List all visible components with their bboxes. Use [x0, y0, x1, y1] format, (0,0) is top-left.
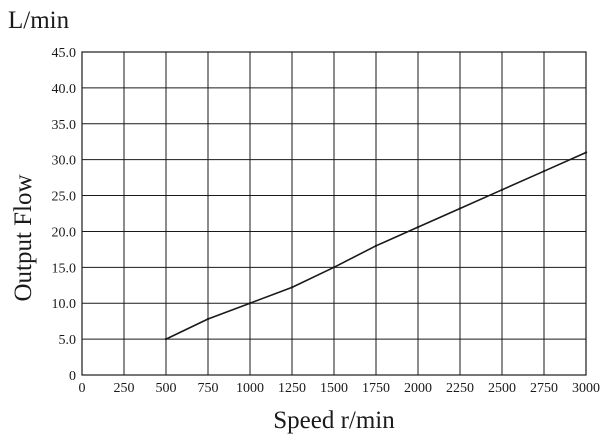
tick-labels: 0 250 500 750 1000 1250 1500 1750 2000 2250 2500 27… [52, 46, 601, 396]
data-point [542, 169, 546, 173]
series-layer [164, 151, 588, 341]
x-tick-label: 1000 [236, 381, 264, 396]
y-tick-label: 20.0 [52, 225, 77, 240]
data-point [206, 317, 210, 321]
y-tick-label: 0 [69, 369, 76, 384]
y-tick-label: 30.0 [52, 154, 77, 169]
x-tick-label: 2250 [446, 381, 474, 396]
y-tick-label: 35.0 [52, 118, 77, 133]
x-tick-label: 2500 [488, 381, 516, 396]
x-tick-label: 1250 [278, 381, 306, 396]
y-tick-label: 45.0 [52, 46, 77, 61]
x-tick-label: 2750 [530, 381, 558, 396]
y-unit-label: L/min [8, 7, 70, 34]
grid [82, 52, 586, 375]
x-tick-label: 1750 [362, 381, 390, 396]
x-tick-label: 750 [198, 381, 219, 396]
y-tick-label: 15.0 [52, 261, 77, 276]
data-point [500, 188, 504, 192]
y-tick-label: 25.0 [52, 190, 77, 205]
data-point [458, 207, 462, 210]
plot-frame [81, 51, 587, 376]
y-tick-label: 10.0 [52, 297, 77, 312]
data-point [290, 286, 294, 289]
y-tick-label: 5.0 [59, 333, 77, 348]
x-tick-label: 500 [156, 381, 177, 396]
y-axis-title: Output Flow [10, 174, 37, 301]
x-tick-label: 3000 [572, 381, 600, 396]
data-point [164, 337, 168, 341]
x-tick-label: 1500 [320, 381, 348, 396]
x-tick-label: 0 [79, 381, 86, 396]
data-point [332, 266, 336, 269]
x-tick-label: 250 [114, 381, 135, 396]
data-point [416, 225, 420, 229]
data-point [584, 151, 588, 154]
y-tick-label: 40.0 [52, 82, 77, 97]
x-axis-title: Speed r/min [273, 407, 395, 434]
data-point [248, 302, 252, 305]
x-tick-label: 2000 [404, 381, 432, 396]
data-point [374, 244, 378, 247]
